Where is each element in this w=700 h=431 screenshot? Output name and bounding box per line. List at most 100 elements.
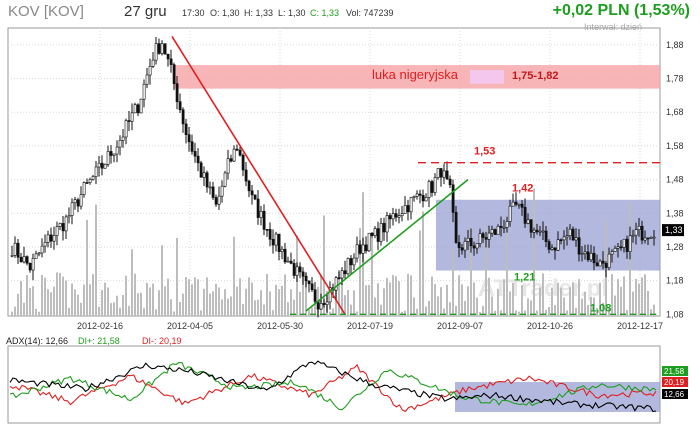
volume-bar <box>521 285 523 316</box>
volume-bar <box>548 306 550 316</box>
candle-body <box>469 237 473 247</box>
adx-value-box <box>662 389 688 399</box>
volume-bar <box>647 290 649 316</box>
di-minus-value-box <box>662 377 688 387</box>
volume-bar <box>596 308 598 316</box>
volume-bar <box>11 311 13 316</box>
candle-body <box>382 223 386 233</box>
candle-body <box>508 205 512 222</box>
candle-body <box>304 275 308 282</box>
volume-bar <box>377 283 379 316</box>
volume-bar <box>512 282 514 316</box>
volume-bar <box>437 296 439 316</box>
candle-body <box>55 226 59 236</box>
volume-bar <box>26 274 28 316</box>
volume-bar <box>149 287 151 316</box>
candle-body <box>373 228 377 236</box>
candle-body <box>424 197 428 202</box>
candle-body <box>130 112 134 122</box>
candle-body <box>325 301 329 305</box>
candle-body <box>151 59 155 67</box>
candle-body <box>10 255 14 257</box>
volume-bar <box>518 311 520 316</box>
volume-bar <box>476 297 478 316</box>
volume-bar <box>257 299 259 316</box>
volume-bar <box>641 277 643 316</box>
candle-body <box>190 141 194 152</box>
candle-body <box>298 266 302 273</box>
adx-value: 12,66 <box>664 390 685 399</box>
candle-body <box>481 233 485 238</box>
volume-bar <box>398 281 400 316</box>
volume-bar <box>593 297 595 316</box>
candle-body <box>442 170 446 178</box>
volume-bar <box>95 204 97 316</box>
y-tick-label: 1,48 <box>666 175 684 185</box>
volume-bar <box>509 291 511 316</box>
volume-bar <box>275 284 277 316</box>
candle-body <box>211 186 215 198</box>
candle-body <box>541 230 545 233</box>
volume-bar <box>17 293 19 316</box>
candle-body <box>349 258 353 266</box>
gap-highlight <box>470 70 504 84</box>
candle-body <box>166 53 170 60</box>
volume-bar <box>125 275 127 316</box>
candle-body <box>289 260 293 264</box>
candle-body <box>196 155 200 164</box>
candle-body <box>85 182 89 184</box>
volume-bar <box>584 291 586 316</box>
candle-body <box>61 223 65 232</box>
candle-body <box>526 219 530 224</box>
candle-body <box>520 203 524 208</box>
volume-bar <box>455 305 457 316</box>
volume-bar <box>323 215 325 316</box>
volume-bar <box>500 310 502 316</box>
candle-body <box>58 223 62 227</box>
volume-bar <box>623 276 625 316</box>
candle-body <box>238 149 242 156</box>
candle-body <box>28 262 32 271</box>
time-label: 17:30 <box>182 8 205 18</box>
volume-bar <box>590 297 592 316</box>
candle-body <box>463 241 467 251</box>
candles <box>10 37 656 318</box>
volume-bar <box>197 279 199 316</box>
candle-body <box>523 207 527 224</box>
volume-bar <box>20 281 22 316</box>
candle-body <box>598 260 602 267</box>
candle-body <box>301 271 305 277</box>
volume-bar <box>248 277 250 316</box>
candle-body <box>250 190 254 196</box>
candle-body <box>544 230 548 242</box>
candle-body <box>385 215 389 233</box>
candle-body <box>175 83 179 102</box>
candle-body <box>595 262 599 267</box>
candle-body <box>622 238 626 248</box>
candle-body <box>286 260 290 263</box>
candle-body <box>631 234 635 237</box>
candle-body <box>643 237 647 241</box>
candle-body <box>208 186 212 189</box>
candle-body <box>535 229 539 233</box>
candle-body <box>532 229 536 233</box>
volume-bar <box>77 294 79 316</box>
volume-bar <box>287 302 289 316</box>
candle-body <box>229 158 233 162</box>
close-label: C: 1,33 <box>310 8 340 18</box>
candle-body <box>40 245 44 254</box>
last-price-label: 1,33 <box>665 225 683 235</box>
di-plus-label: DI+: 21,58 <box>78 336 120 346</box>
candle-body <box>163 43 167 55</box>
volume-bar <box>86 219 88 316</box>
volume-bar <box>236 286 238 316</box>
volume-bar <box>239 278 241 316</box>
candle-body <box>235 148 239 151</box>
volume-bar <box>332 308 334 316</box>
candle-body <box>25 256 29 264</box>
volume-bar <box>374 297 376 316</box>
volume-bar <box>539 287 541 316</box>
volume-bar <box>449 302 451 316</box>
volume-bar <box>431 276 433 316</box>
gap-label: luka nigeryjska <box>372 67 459 82</box>
